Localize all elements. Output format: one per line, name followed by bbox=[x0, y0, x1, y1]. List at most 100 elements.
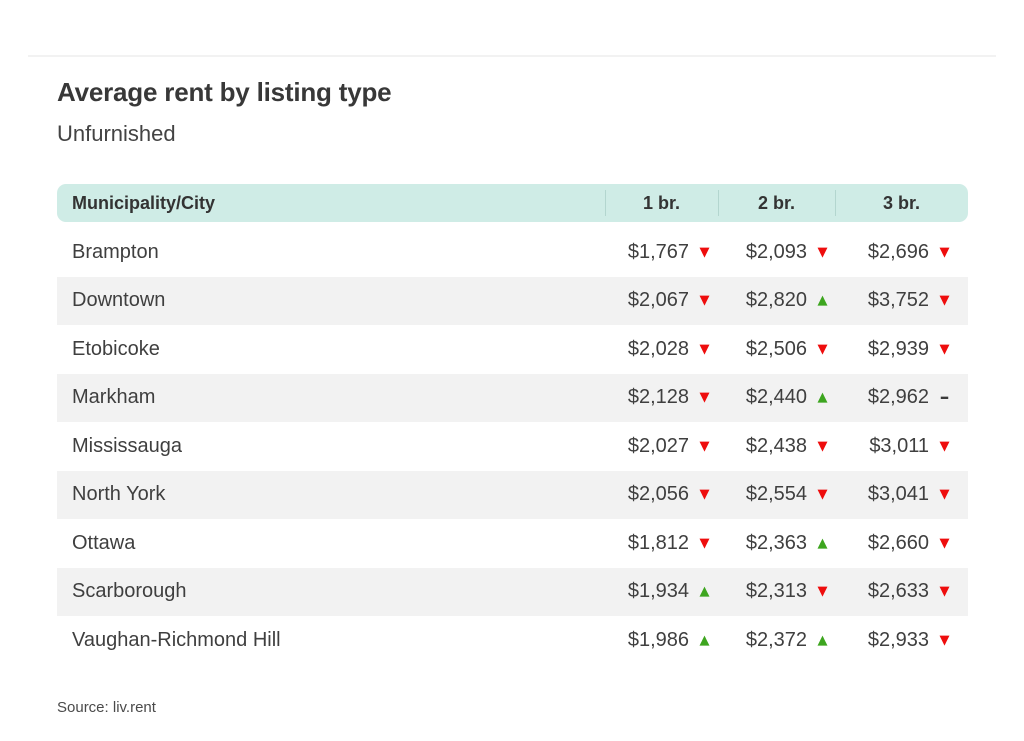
rent-amount: $2,506 bbox=[745, 337, 807, 360]
rent-amount: $2,660 bbox=[867, 531, 929, 554]
rent-amount: $2,438 bbox=[745, 434, 807, 457]
table-row: Ottawa $1,812 ▼ $2,363 ▲ $2,660 ▼ bbox=[57, 519, 968, 568]
down-arrow-icon: ▼ bbox=[699, 244, 710, 260]
city-cell: Brampton bbox=[72, 240, 159, 263]
down-arrow-icon: ▼ bbox=[817, 244, 828, 260]
table-row: Brampton $1,767 ▼ $2,093 ▼ $2,696 ▼ bbox=[57, 228, 968, 277]
value-cell: $2,093 ▼ bbox=[718, 228, 835, 277]
value-cell: $2,554 ▼ bbox=[718, 471, 835, 520]
rent-amount: $2,440 bbox=[745, 386, 807, 409]
rent-amount: $2,554 bbox=[745, 483, 807, 506]
rent-amount: $2,363 bbox=[745, 531, 807, 554]
value-cell: $2,128 ▼ bbox=[605, 374, 718, 423]
value-cell: $1,986 ▲ bbox=[605, 616, 718, 665]
rent-amount: $2,820 bbox=[745, 289, 807, 312]
city-cell: Ottawa bbox=[72, 531, 136, 554]
header-cell-2br: 2 br. bbox=[718, 184, 835, 222]
table-body: Brampton $1,767 ▼ $2,093 ▼ $2,696 ▼ Down… bbox=[57, 228, 968, 665]
down-arrow-icon: ▼ bbox=[699, 438, 710, 454]
value-cell: $2,939 ▼ bbox=[835, 325, 968, 374]
value-cell: $2,313 ▼ bbox=[718, 568, 835, 617]
rent-amount: $2,056 bbox=[627, 483, 689, 506]
rent-amount: $2,028 bbox=[627, 337, 689, 360]
up-arrow-icon: ▲ bbox=[817, 632, 828, 648]
down-arrow-icon: ▼ bbox=[817, 584, 828, 600]
table-row: Scarborough $1,934 ▲ $2,313 ▼ $2,633 ▼ bbox=[57, 567, 968, 617]
city-cell: Etobicoke bbox=[72, 337, 160, 360]
rent-amount: $2,027 bbox=[627, 434, 689, 457]
value-cell: $2,440 ▲ bbox=[718, 374, 835, 423]
down-arrow-icon: ▼ bbox=[939, 244, 950, 260]
table-row: Mississauga $2,027 ▼ $2,438 ▼ $3,011 ▼ bbox=[57, 422, 968, 471]
down-arrow-icon: ▼ bbox=[699, 293, 710, 309]
value-cell: $2,820 ▲ bbox=[718, 277, 835, 326]
rent-amount: $2,067 bbox=[627, 289, 689, 312]
table-row: North York $2,056 ▼ $2,554 ▼ $3,041 ▼ bbox=[57, 470, 968, 520]
down-arrow-icon: ▼ bbox=[699, 341, 710, 357]
value-cell: $2,660 ▼ bbox=[835, 519, 968, 568]
city-cell: Downtown bbox=[72, 289, 166, 312]
up-arrow-icon: ▲ bbox=[817, 293, 828, 309]
rent-amount: $2,939 bbox=[867, 337, 929, 360]
top-divider bbox=[28, 55, 996, 57]
down-arrow-icon: ▼ bbox=[699, 535, 710, 551]
down-arrow-icon: ▼ bbox=[939, 438, 950, 454]
rent-amount: $2,093 bbox=[745, 240, 807, 263]
city-cell: Mississauga bbox=[72, 434, 183, 457]
down-arrow-icon: ▼ bbox=[817, 341, 828, 357]
rent-amount: $3,041 bbox=[867, 483, 929, 506]
rent-amount: $2,696 bbox=[867, 240, 929, 263]
down-arrow-icon: ▼ bbox=[939, 487, 950, 503]
rent-amount: $2,128 bbox=[627, 386, 689, 409]
rent-amount: $2,372 bbox=[745, 628, 807, 651]
rent-amount: $2,962 bbox=[867, 386, 929, 409]
source-note: Source: liv.rent bbox=[57, 698, 156, 716]
city-cell: Vaughan-Richmond Hill bbox=[72, 628, 281, 651]
down-arrow-icon: ▼ bbox=[817, 438, 828, 454]
rent-amount: $1,934 bbox=[627, 580, 689, 603]
down-arrow-icon: ▼ bbox=[699, 487, 710, 503]
rent-amount: $3,752 bbox=[867, 289, 929, 312]
down-arrow-icon: ▼ bbox=[699, 390, 710, 406]
down-arrow-icon: ▼ bbox=[939, 341, 950, 357]
rent-amount: $2,313 bbox=[745, 580, 807, 603]
rent-amount: $1,986 bbox=[627, 628, 689, 651]
value-cell: $2,027 ▼ bbox=[605, 422, 718, 471]
value-cell: $2,696 ▼ bbox=[835, 228, 968, 277]
value-cell: $3,011 ▼ bbox=[835, 422, 968, 471]
header-cell-city: Municipality/City bbox=[72, 192, 216, 213]
value-cell: $2,933 ▼ bbox=[835, 616, 968, 665]
value-cell: $2,363 ▲ bbox=[718, 519, 835, 568]
value-cell: $2,506 ▼ bbox=[718, 325, 835, 374]
table-row: Vaughan-Richmond Hill $1,986 ▲ $2,372 ▲ … bbox=[57, 616, 968, 665]
rent-amount: $3,011 bbox=[869, 434, 929, 457]
up-arrow-icon: ▲ bbox=[699, 632, 710, 648]
flat-dash-icon: – bbox=[939, 386, 950, 409]
value-cell: $1,767 ▼ bbox=[605, 228, 718, 277]
header-cell-3br: 3 br. bbox=[835, 184, 968, 222]
city-cell: Markham bbox=[72, 386, 156, 409]
rent-table: Municipality/City 1 br. 2 br. 3 br. Bram… bbox=[57, 184, 968, 665]
up-arrow-icon: ▲ bbox=[817, 535, 828, 551]
down-arrow-icon: ▼ bbox=[817, 487, 828, 503]
value-cell: $1,934 ▲ bbox=[605, 568, 718, 617]
value-cell: $3,752 ▼ bbox=[835, 277, 968, 326]
value-cell: $2,028 ▼ bbox=[605, 325, 718, 374]
value-cell: $2,633 ▼ bbox=[835, 568, 968, 617]
up-arrow-icon: ▲ bbox=[699, 584, 710, 600]
city-cell: Scarborough bbox=[72, 580, 187, 603]
header-cell-1br: 1 br. bbox=[605, 184, 718, 222]
rent-amount: $1,767 bbox=[627, 240, 689, 263]
rent-amount: $1,812 bbox=[627, 531, 689, 554]
table-row: Etobicoke $2,028 ▼ $2,506 ▼ $2,939 ▼ bbox=[57, 325, 968, 374]
up-arrow-icon: ▲ bbox=[817, 390, 828, 406]
page-title: Average rent by listing type bbox=[57, 77, 392, 107]
value-cell: $2,056 ▼ bbox=[605, 471, 718, 520]
rent-amount: $2,933 bbox=[867, 628, 929, 651]
city-cell: North York bbox=[72, 483, 166, 506]
report-content: Average rent by listing type Unfurnished… bbox=[57, 76, 968, 716]
value-cell: $3,041 ▼ bbox=[835, 471, 968, 520]
rent-amount: $2,633 bbox=[867, 580, 929, 603]
table-header-row: Municipality/City 1 br. 2 br. 3 br. bbox=[57, 184, 968, 222]
